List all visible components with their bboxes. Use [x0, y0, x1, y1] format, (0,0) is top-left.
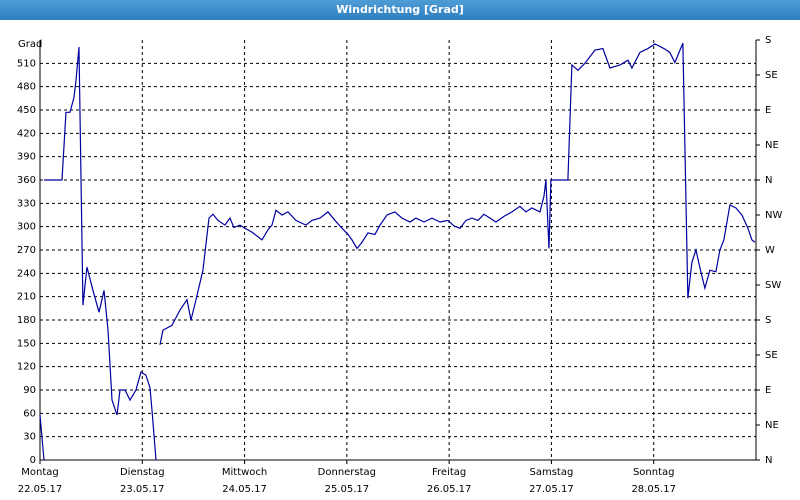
y2-tick-label: NE [765, 140, 779, 151]
y2-tick-label: NW [765, 210, 782, 221]
x-tick-date: 26.05.17 [427, 484, 472, 495]
y2-tick-label: S [765, 315, 771, 326]
x-tick-label: Dienstag [120, 467, 165, 478]
y-tick-label: 300 [17, 222, 36, 233]
y2-tick-label: SE [765, 70, 778, 81]
y-tick-label: 360 [17, 175, 36, 186]
y2-tick-label: S [765, 35, 771, 46]
y-axis-label: Grad [18, 39, 42, 50]
x-tick-label: Montag [21, 467, 58, 478]
y-tick-label: 420 [17, 128, 36, 139]
y2-tick-label: N [765, 175, 772, 186]
x-tick-date: 22.05.17 [18, 484, 63, 495]
y2-tick-label: E [765, 105, 771, 116]
x-tick-date: 24.05.17 [222, 484, 267, 495]
title-bar: Windrichtung [Grad] [0, 0, 800, 20]
y-tick-label: 450 [17, 105, 36, 116]
y2-tick-label: N [765, 455, 772, 466]
y-tick-label: 180 [17, 315, 36, 326]
y-tick-label: 150 [17, 338, 36, 349]
chart: Grad 0 30 60 90 120 150 180 210 240 270 300 330 360 3… [17, 35, 783, 495]
x-tick-date: 25.05.17 [325, 484, 370, 495]
y-tick-label: 120 [17, 362, 36, 373]
y2-tick-label: SE [765, 350, 778, 361]
y2-tick-label: W [765, 245, 775, 256]
x-tick-label: Samstag [530, 467, 574, 478]
y-tick-label: 60 [23, 408, 36, 419]
x-tick-label: Freitag [432, 467, 466, 478]
x-tick-date: 27.05.17 [529, 484, 574, 495]
data-line [39, 42, 756, 461]
x-tick-label: Mittwoch [222, 467, 267, 478]
y-tick-label: 0 [30, 455, 36, 466]
y2-tick-label: E [765, 385, 771, 396]
y-tick-label: 330 [17, 198, 36, 209]
x-tick-date: 28.05.17 [631, 484, 676, 495]
y-tick-label: 270 [17, 245, 36, 256]
y-tick-label: 90 [23, 385, 36, 396]
y-tick-label: 510 [17, 58, 36, 69]
y-tick-label: 30 [23, 432, 36, 443]
y2-tick-label: NE [765, 420, 779, 431]
y-tick-label: 210 [17, 292, 36, 303]
x-tick-label: Donnerstag [318, 467, 376, 478]
x-tick-date: 23.05.17 [120, 484, 165, 495]
y-tick-label: 390 [17, 152, 36, 163]
y-tick-label: 480 [17, 82, 36, 93]
x-tick-label: Sonntag [633, 467, 675, 478]
y2-tick-label: SW [765, 280, 781, 291]
y-tick-label: 240 [17, 268, 36, 279]
